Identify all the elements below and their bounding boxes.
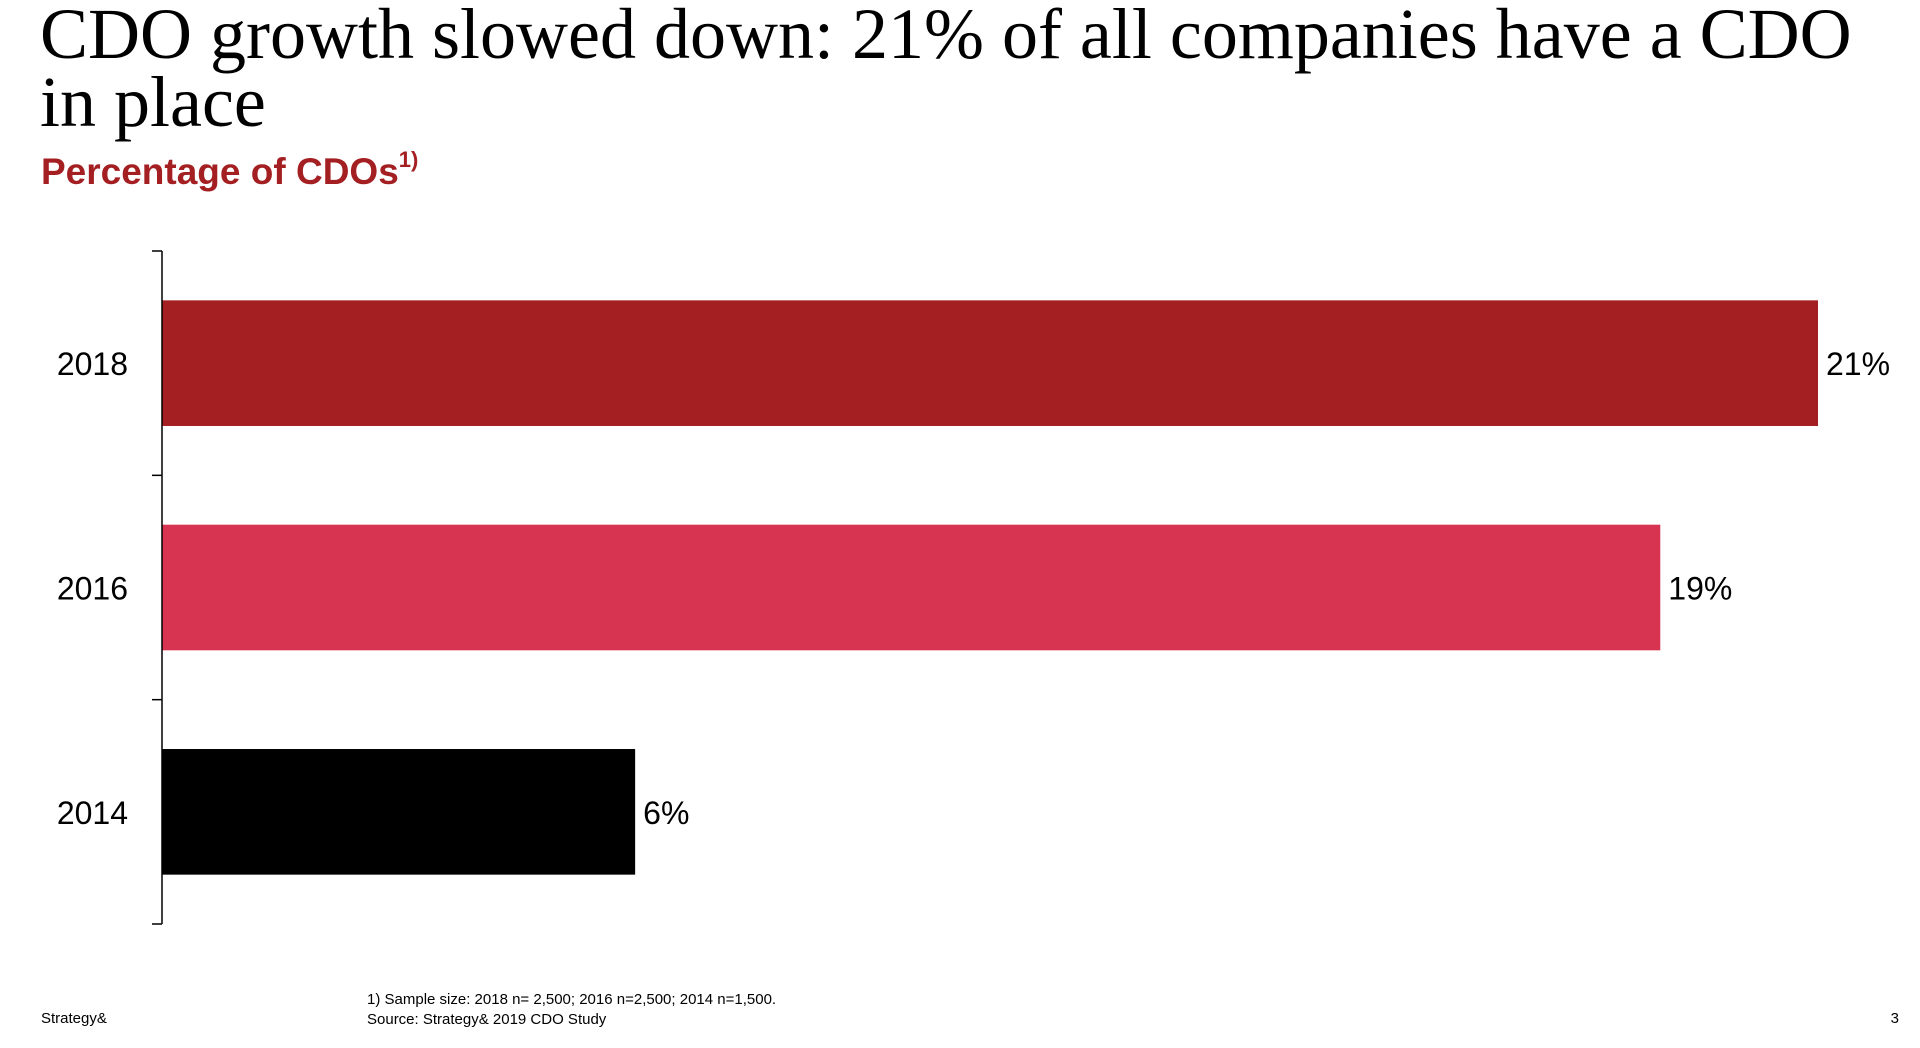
source-note: Source: Strategy& 2019 CDO Study xyxy=(367,1011,607,1028)
bar-2016 xyxy=(162,524,1661,651)
category-label-2014: 2014 xyxy=(57,795,128,831)
data-label-2014: 6% xyxy=(643,795,689,831)
page-number: 3 xyxy=(1890,1010,1899,1027)
slide-title: CDO growth slowed down: 21% of all compa… xyxy=(40,0,1852,142)
chart-subtitle-text: Percentage of CDOs xyxy=(41,151,399,192)
chart-subtitle: Percentage of CDOs1) xyxy=(41,146,419,194)
brand-label: Strategy& xyxy=(41,1010,107,1027)
footnote-block: 1) Sample size: 2018 n= 2,500; 2016 n=2,… xyxy=(367,990,776,1030)
footnote-marker: 1) xyxy=(398,146,419,172)
data-label-2018: 21% xyxy=(1826,346,1890,382)
data-label-2016: 19% xyxy=(1668,571,1732,607)
bar-2014 xyxy=(162,749,636,875)
bar-2018 xyxy=(162,300,1818,426)
category-label-2016: 2016 xyxy=(57,571,128,607)
sample-size-note: 1) Sample size: 2018 n= 2,500; 2016 n=2,… xyxy=(367,991,777,1008)
category-label-2018: 2018 xyxy=(57,346,128,382)
